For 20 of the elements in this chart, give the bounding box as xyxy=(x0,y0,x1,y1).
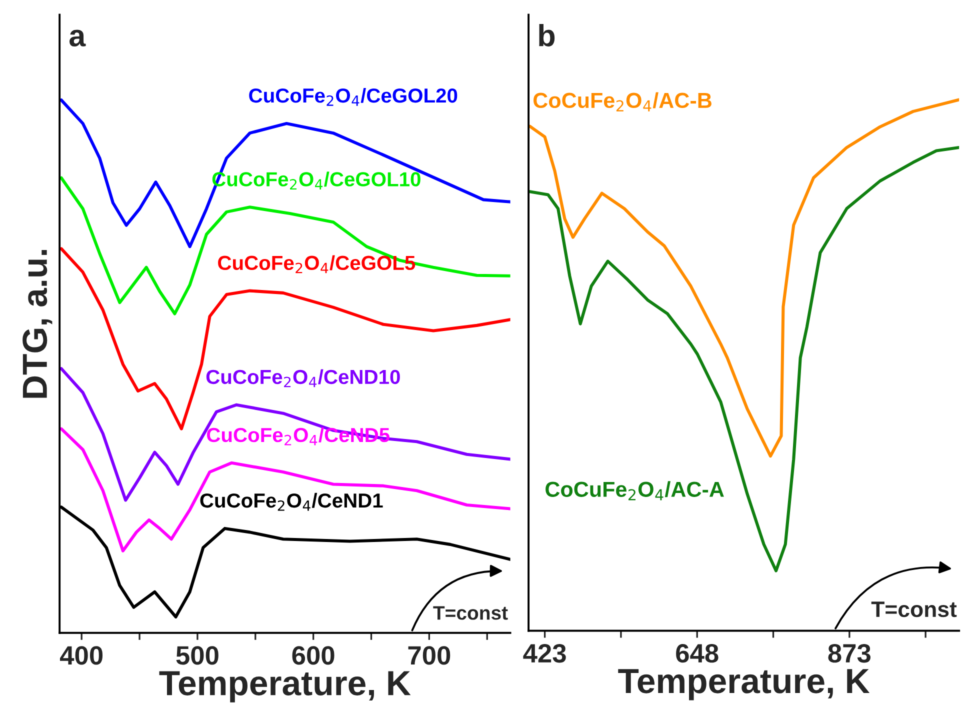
series-label: CoCuFe$_{2}$O$_{4}$/AC-B xyxy=(534,92,712,112)
series-label: CuCoFe$_{2}$O$_{4}$/CeGOL20 xyxy=(249,88,458,106)
annotation: T=const xyxy=(871,602,957,618)
x-tick-label: 700 xyxy=(408,646,450,665)
x-tick-label: 423 xyxy=(523,644,566,663)
x-tick-label: 648 xyxy=(676,644,718,663)
series-label: CuCoFe$_{2}$O$_{4}$/CeND10 xyxy=(206,369,400,388)
chart-title: b xyxy=(539,24,555,46)
chart-title: a xyxy=(69,30,86,46)
series-label: CuCoFe$_{2}$O$_{4}$/CeGOL5 xyxy=(218,255,416,274)
x-axis-title: Temperature, K xyxy=(159,671,411,702)
x-tick-label: 600 xyxy=(292,646,334,665)
y-axis-title: DTG, a.u. xyxy=(22,250,52,398)
series-label: CuCoFe$_{2}$O$_{4}$/CeND1 xyxy=(200,492,383,511)
x-tick-label: 873 xyxy=(828,644,870,663)
x-axis-title: Temperature, K xyxy=(618,669,870,700)
annotation: T=const xyxy=(433,606,508,620)
x-tick-label: 400 xyxy=(60,646,103,665)
x-tick-label: 500 xyxy=(176,646,218,665)
series-label: CoCuFe$_{2}$O$_{4}$/AC-A xyxy=(546,481,724,500)
